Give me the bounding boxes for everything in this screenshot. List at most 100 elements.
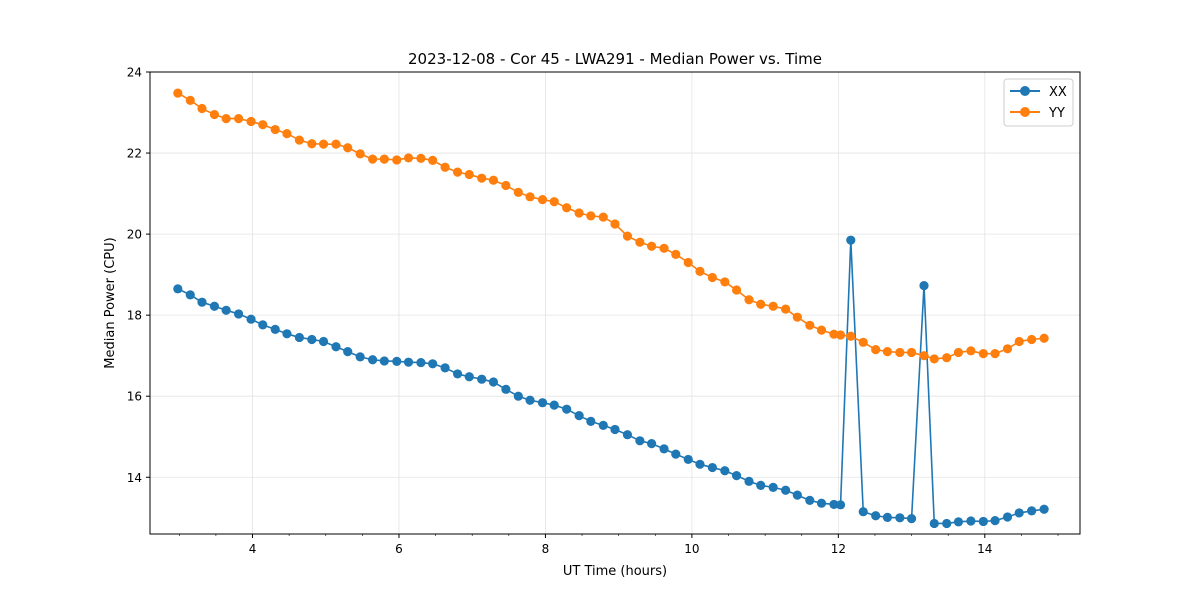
- data-point-xx: [294, 332, 304, 343]
- x-tick-label: 10: [684, 542, 699, 556]
- data-point-yy: [895, 347, 905, 358]
- data-point-yy: [966, 346, 976, 356]
- data-point-yy: [871, 345, 881, 355]
- data-point-yy: [906, 347, 917, 358]
- data-point-xx: [835, 500, 846, 510]
- data-point-xx: [858, 507, 868, 517]
- x-tick-label: 6: [395, 542, 403, 556]
- data-point-xx: [440, 363, 450, 373]
- y-tick-label: 24: [127, 66, 142, 80]
- y-tick-label: 18: [127, 309, 142, 323]
- data-point-yy: [622, 231, 633, 241]
- data-point-xx: [978, 516, 988, 527]
- y-tick-label: 16: [127, 390, 142, 404]
- data-point-yy: [659, 243, 669, 253]
- data-point-yy: [805, 320, 815, 330]
- data-point-xx: [598, 420, 608, 430]
- data-point-xx: [683, 454, 693, 465]
- x-axis-label: UT Time (hours): [563, 564, 667, 579]
- data-point-yy: [416, 153, 426, 163]
- data-point-yy: [307, 139, 317, 149]
- x-tick-label: 4: [249, 542, 257, 556]
- data-point-xx: [513, 391, 523, 401]
- data-point-yy: [246, 116, 256, 127]
- data-point-xx: [549, 400, 559, 410]
- data-point-xx: [882, 512, 893, 522]
- data-point-yy: [221, 114, 231, 124]
- data-point-yy: [464, 169, 474, 180]
- data-point-yy: [343, 143, 353, 153]
- data-point-xx: [221, 305, 231, 315]
- data-point-xx: [792, 490, 802, 500]
- data-point-xx: [318, 336, 329, 347]
- x-tick-label: 14: [977, 542, 992, 556]
- data-point-yy: [368, 154, 378, 164]
- x-tick-label: 12: [831, 542, 846, 556]
- data-point-yy: [792, 312, 802, 322]
- data-point-yy: [282, 129, 292, 139]
- data-point-xx: [185, 290, 195, 300]
- data-point-yy: [756, 299, 766, 309]
- data-point-yy: [720, 277, 730, 287]
- data-point-yy: [610, 219, 620, 229]
- data-point-xx: [234, 309, 244, 319]
- data-point-xx: [1027, 506, 1037, 516]
- y-tick-label: 20: [127, 228, 142, 242]
- data-point-xx: [635, 436, 645, 446]
- data-point-xx: [647, 439, 657, 449]
- data-point-xx: [781, 485, 791, 495]
- data-point-xx: [953, 517, 964, 527]
- data-point-yy: [882, 347, 893, 357]
- data-point-xx: [488, 377, 499, 387]
- data-point-yy: [379, 154, 389, 164]
- data-point-xx: [197, 297, 207, 307]
- data-point-yy: [428, 155, 438, 165]
- data-point-yy: [744, 295, 754, 305]
- data-point-xx: [403, 357, 414, 367]
- data-point-yy: [647, 241, 657, 251]
- data-point-xx: [671, 449, 681, 459]
- legend: XX YY: [1003, 78, 1074, 127]
- data-point-xx: [990, 516, 1000, 526]
- data-point-xx: [942, 518, 952, 529]
- data-point-xx: [695, 459, 705, 469]
- data-point-yy: [513, 187, 523, 197]
- data-point-xx: [331, 342, 341, 352]
- data-point-yy: [318, 139, 329, 149]
- data-point-yy: [846, 331, 856, 341]
- data-point-yy: [978, 349, 988, 359]
- data-point-xx: [744, 476, 754, 486]
- plot-series: [173, 88, 1049, 529]
- data-point-xx: [707, 462, 717, 473]
- data-point-xx: [246, 314, 256, 324]
- data-point-xx: [368, 355, 378, 365]
- data-point-yy: [525, 192, 535, 202]
- data-point-yy: [294, 135, 304, 145]
- y-tick-label: 14: [127, 471, 142, 485]
- data-point-yy: [671, 249, 681, 259]
- data-point-yy: [501, 180, 511, 191]
- data-point-yy: [537, 195, 548, 205]
- data-point-xx: [1039, 504, 1049, 514]
- data-point-yy: [598, 212, 608, 222]
- data-point-xx: [452, 369, 463, 379]
- data-point-xx: [871, 511, 881, 521]
- data-point-xx: [586, 416, 596, 426]
- data-point-yy: [562, 203, 572, 213]
- data-point-xx: [477, 374, 487, 384]
- data-point-xx: [209, 301, 220, 311]
- data-point-yy: [695, 266, 705, 276]
- data-point-xx: [731, 471, 742, 481]
- series-xx: [173, 235, 1049, 529]
- data-point-xx: [464, 372, 474, 382]
- data-point-xx: [343, 347, 353, 357]
- data-point-xx: [270, 324, 280, 334]
- data-point-yy: [234, 114, 244, 124]
- data-point-yy: [768, 301, 778, 311]
- data-point-yy: [1002, 344, 1013, 354]
- data-point-xx: [428, 359, 438, 369]
- data-point-xx: [966, 516, 976, 526]
- data-point-xx: [379, 356, 389, 366]
- data-point-yy: [919, 351, 929, 361]
